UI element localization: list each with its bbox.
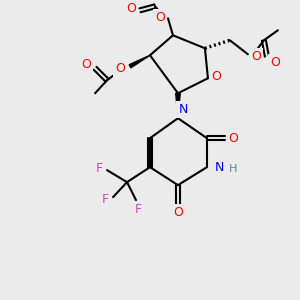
Text: F: F [95,162,103,175]
Text: O: O [270,56,280,69]
Text: N: N [215,161,225,174]
Text: O: O [173,206,183,219]
Text: O: O [228,132,238,145]
Text: O: O [251,50,261,63]
Text: O: O [81,58,91,71]
Text: O: O [155,11,165,24]
Text: O: O [211,70,221,83]
Text: H: H [229,164,237,174]
Text: N: N [178,103,188,116]
Text: F: F [134,202,142,216]
Polygon shape [129,55,150,68]
Text: O: O [126,2,136,15]
Text: O: O [115,62,125,75]
Polygon shape [176,93,180,118]
Text: F: F [101,193,109,206]
